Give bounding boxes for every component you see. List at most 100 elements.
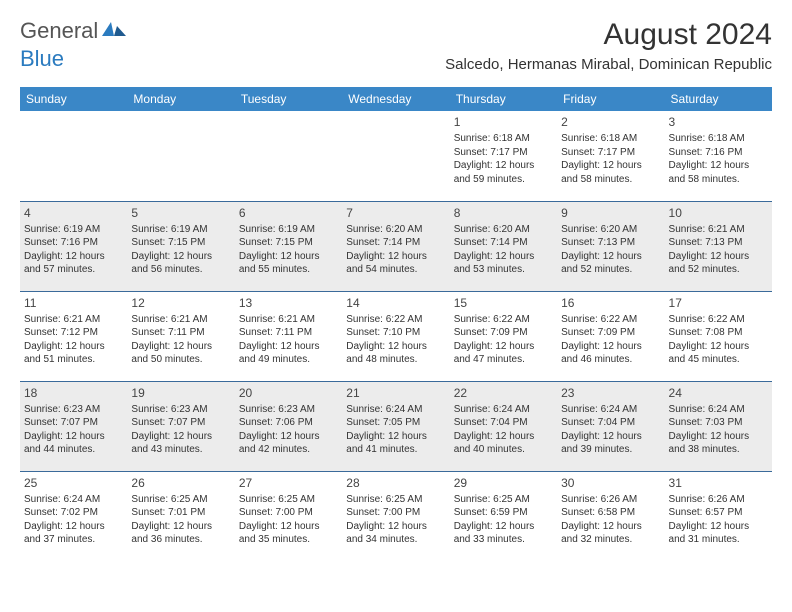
sunrise-line: Sunrise: 6:19 AM (239, 223, 338, 237)
daylight-line: Daylight: 12 hours and 43 minutes. (131, 430, 230, 457)
sunrise-line: Sunrise: 6:22 AM (454, 313, 553, 327)
day-number: 1 (454, 114, 553, 130)
sunset-line: Sunset: 7:16 PM (24, 236, 123, 250)
calendar-day-cell: 21Sunrise: 6:24 AMSunset: 7:05 PMDayligh… (342, 381, 449, 471)
sunrise-line: Sunrise: 6:20 AM (454, 223, 553, 237)
daylight-line: Daylight: 12 hours and 57 minutes. (24, 250, 123, 277)
logo: General (20, 18, 130, 44)
sunrise-line: Sunrise: 6:24 AM (669, 403, 768, 417)
calendar-day-cell: 15Sunrise: 6:22 AMSunset: 7:09 PMDayligh… (450, 291, 557, 381)
day-number: 3 (669, 114, 768, 130)
day-number: 31 (669, 475, 768, 491)
calendar-day-cell (20, 111, 127, 201)
calendar-body: 1 Sunrise: 6:18 AM Sunset: 7:17 PM Daylight… (20, 111, 772, 561)
day-header: Saturday (665, 87, 772, 111)
sunrise-line: Sunrise: 6:25 AM (454, 493, 553, 507)
title-block: August 2024 Salcedo, Hermanas Mirabal, D… (445, 18, 772, 73)
calendar-day-cell: 25 Sunrise: 6:24 AMSunset: 7:02 PMDayligh… (20, 471, 127, 561)
sunset-line: Sunset: 7:11 PM (131, 326, 230, 340)
calendar-day-cell: 2Sunrise: 6:18 AMSunset: 7:17 PMDaylight… (557, 111, 664, 201)
day-number: 13 (239, 295, 338, 311)
day-number: 16 (561, 295, 660, 311)
daylight-line: Daylight: 12 hours and 34 minutes. (346, 520, 445, 547)
calendar-week-row: 4Sunrise: 6:19 AMSunset: 7:16 PMDaylight… (20, 201, 772, 291)
calendar-day-cell: 4 Sunrise: 6:19 AMSunset: 7:16 PMDaylight… (20, 201, 127, 291)
sunset-line: Sunset: 7:04 PM (561, 416, 660, 430)
daylight-line: Daylight: 12 hours and 33 minutes. (454, 520, 553, 547)
calendar-day-cell: 27Sunrise: 6:25 AMSunset: 7:00 PMDayligh… (235, 471, 342, 561)
calendar-day-cell: 23Sunrise: 6:24 AMSunset: 7:04 PMDayligh… (557, 381, 664, 471)
day-number: 24 (669, 385, 768, 401)
sunrise-line: Sunrise: 6:21 AM (669, 223, 768, 237)
month-title: August 2024 (445, 18, 772, 52)
sunset-line: Sunset: 7:14 PM (454, 236, 553, 250)
daylight-line: Daylight: 12 hours and 55 minutes. (239, 250, 338, 277)
sunrise-line: Sunrise: 6:22 AM (346, 313, 445, 327)
daylight-line: Daylight: 12 hours and 53 minutes. (454, 250, 553, 277)
daylight-line: Daylight: 12 hours and 52 minutes. (669, 250, 768, 277)
sunset-line: Sunset: 7:17 PM (561, 146, 660, 160)
sunset-line: Sunset: 7:05 PM (346, 416, 445, 430)
sunrise-line: Sunrise: 6:21 AM (24, 313, 123, 327)
calendar-week-row: 25Sunrise: 6:24 AMSunset: 7:02 PMDayligh… (20, 471, 772, 561)
sunrise-line: Sunrise: 6:24 AM (454, 403, 553, 417)
calendar-day-cell: 7Sunrise: 6:20 AMSunset: 7:14 PMDaylight… (342, 201, 449, 291)
day-number: 25 (24, 475, 123, 491)
sunrise-line: Sunrise: 6:21 AM (131, 313, 230, 327)
calendar-day-cell: 10 Sunrise: 6:21 AMSunset: 7:13 PMDayligh… (665, 201, 772, 291)
daylight-line: Daylight: 12 hours and 54 minutes. (346, 250, 445, 277)
logo-text-general: General (20, 18, 98, 44)
day-number: 4 (24, 205, 123, 221)
sunrise-line: Sunrise: 6:24 AM (24, 493, 123, 507)
sunset-line: Sunset: 7:00 PM (239, 506, 338, 520)
daylight-line: Daylight: 12 hours and 59 minutes. (454, 159, 553, 186)
sunrise-line: Sunrise: 6:21 AM (239, 313, 338, 327)
day-number: 6 (239, 205, 338, 221)
sunrise-line: Sunrise: 6:19 AM (24, 223, 123, 237)
sunrise-line: Sunrise: 6:26 AM (561, 493, 660, 507)
daylight-line: Daylight: 12 hours and 46 minutes. (561, 340, 660, 367)
sunrise-line: Sunrise: 6:24 AM (346, 403, 445, 417)
sunset-line: Sunset: 7:07 PM (24, 416, 123, 430)
daylight-line: Daylight: 12 hours and 56 minutes. (131, 250, 230, 277)
calendar-day-cell (127, 111, 234, 201)
sunset-line: Sunset: 7:15 PM (239, 236, 338, 250)
sunset-line: Sunset: 7:12 PM (24, 326, 123, 340)
sunset-line: Sunset: 7:01 PM (131, 506, 230, 520)
daylight-line: Daylight: 12 hours and 37 minutes. (24, 520, 123, 547)
calendar-day-cell (235, 111, 342, 201)
sunset-line: Sunset: 7:13 PM (669, 236, 768, 250)
calendar-day-cell: 6 Sunrise: 6:19 AMSunset: 7:15 PMDaylight… (235, 201, 342, 291)
calendar-day-cell: 8 Sunrise: 6:20 AMSunset: 7:14 PMDaylight… (450, 201, 557, 291)
day-number: 21 (346, 385, 445, 401)
day-number: 18 (24, 385, 123, 401)
daylight-line: Daylight: 12 hours and 36 minutes. (131, 520, 230, 547)
daylight-line: Daylight: 12 hours and 35 minutes. (239, 520, 338, 547)
sunset-line: Sunset: 7:03 PM (669, 416, 768, 430)
sunset-line: Sunset: 7:00 PM (346, 506, 445, 520)
day-header: Monday (127, 87, 234, 111)
day-number: 2 (561, 114, 660, 130)
sunrise-line: Sunrise: 6:22 AM (561, 313, 660, 327)
sunrise-line: Sunrise: 6:18 AM (454, 132, 553, 146)
day-number: 8 (454, 205, 553, 221)
sunset-line: Sunset: 7:16 PM (669, 146, 768, 160)
sunrise-line: Sunrise: 6:24 AM (561, 403, 660, 417)
calendar-day-cell: 19Sunrise: 6:23 AMSunset: 7:07 PMDayligh… (127, 381, 234, 471)
day-number: 7 (346, 205, 445, 221)
sunset-line: Sunset: 7:02 PM (24, 506, 123, 520)
day-number: 11 (24, 295, 123, 311)
daylight-line: Daylight: 12 hours and 51 minutes. (24, 340, 123, 367)
day-header: Wednesday (342, 87, 449, 111)
sunset-line: Sunset: 7:14 PM (346, 236, 445, 250)
calendar-table: SundayMondayTuesdayWednesdayThursdayFrid… (20, 87, 772, 561)
location-subtitle: Salcedo, Hermanas Mirabal, Dominican Rep… (445, 56, 772, 73)
day-number: 30 (561, 475, 660, 491)
sunset-line: Sunset: 7:04 PM (454, 416, 553, 430)
day-number: 10 (669, 205, 768, 221)
calendar-week-row: 1 Sunrise: 6:18 AM Sunset: 7:17 PM Daylight… (20, 111, 772, 201)
day-header: Tuesday (235, 87, 342, 111)
calendar-day-cell: 22Sunrise: 6:24 AMSunset: 7:04 PMDayligh… (450, 381, 557, 471)
sunset-line: Sunset: 6:57 PM (669, 506, 768, 520)
sunset-line: Sunset: 7:07 PM (131, 416, 230, 430)
